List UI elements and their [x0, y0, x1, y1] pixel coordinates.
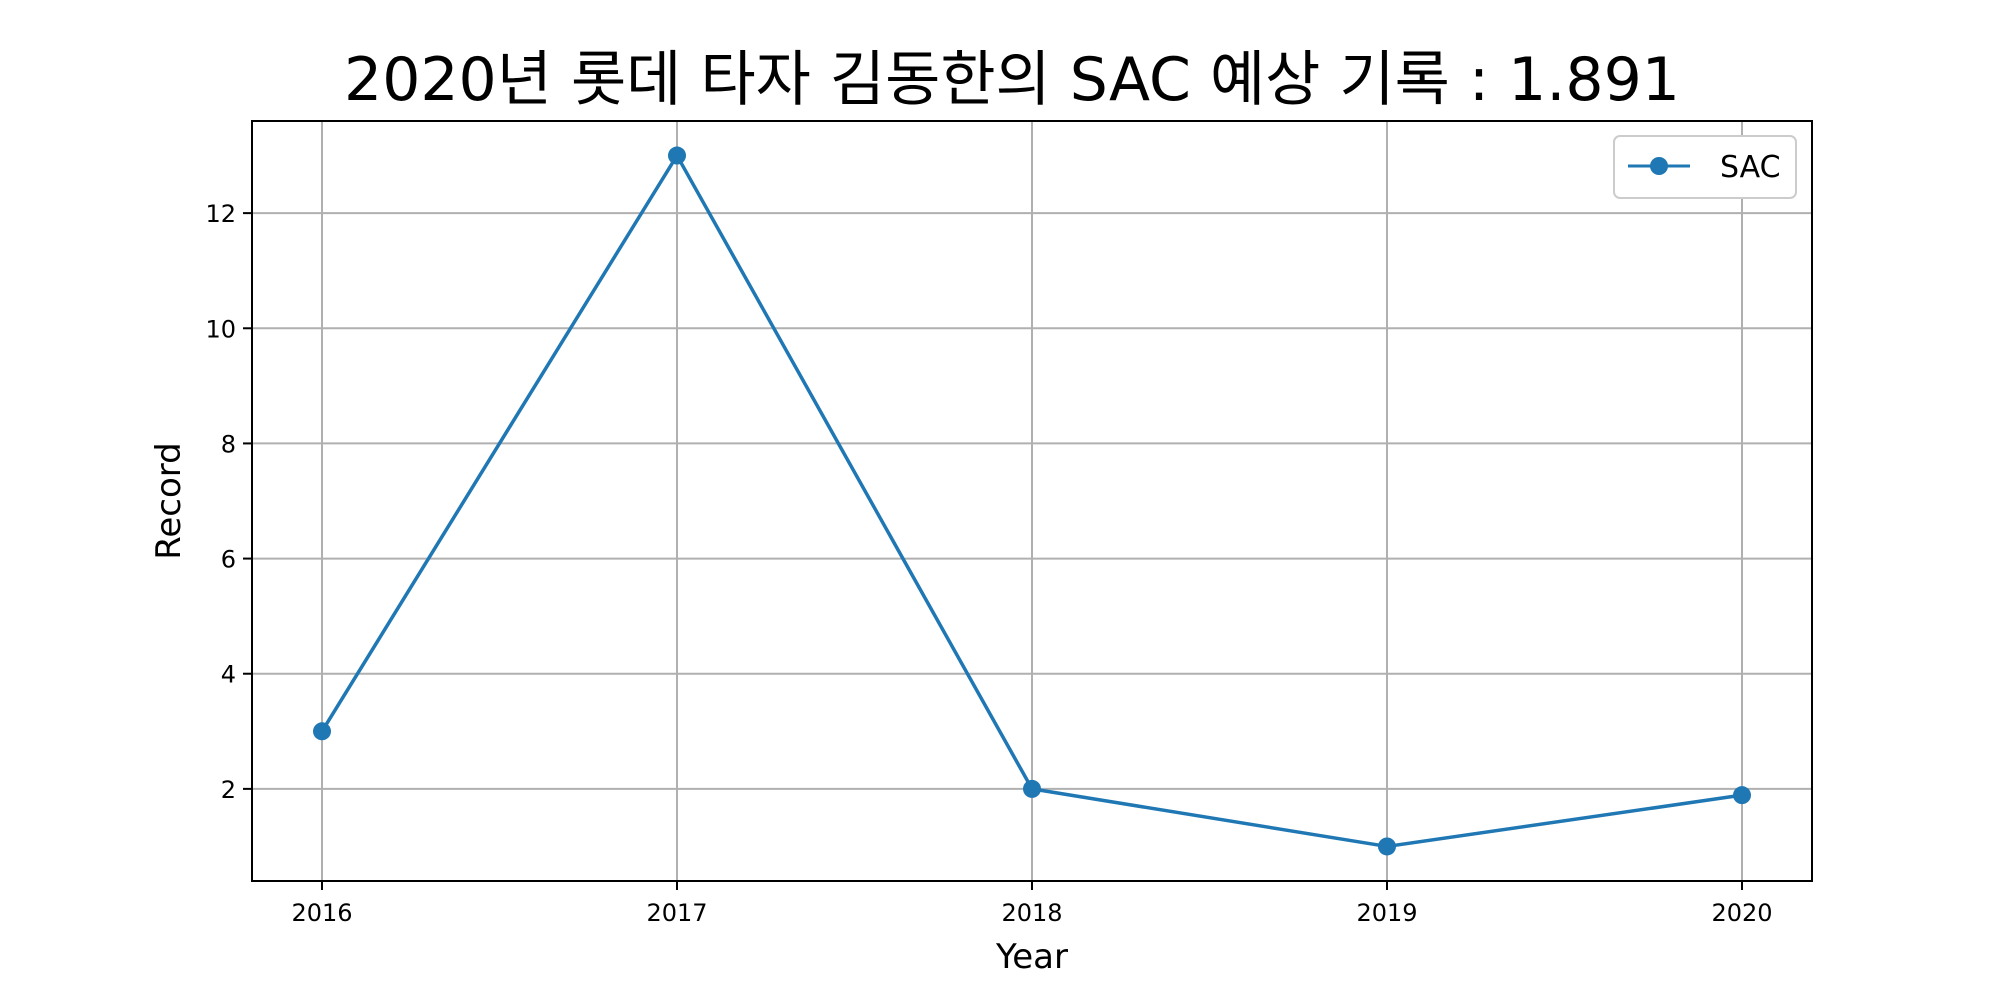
x-tick-label: 2019 — [1356, 899, 1417, 927]
series-layer — [313, 146, 1751, 856]
y-tick-label: 6 — [221, 546, 236, 574]
legend: SAC — [1613, 135, 1797, 199]
y-tick-label: 2 — [221, 776, 236, 804]
legend-box — [1613, 135, 1797, 199]
data-point — [1023, 779, 1041, 798]
y-axis-label: Record — [149, 442, 189, 559]
y-tick-label: 10 — [205, 315, 236, 343]
y-tick-label: 4 — [221, 661, 236, 689]
data-point — [1378, 837, 1396, 856]
y-tick-label: 12 — [205, 200, 236, 228]
x-tick-label: 2016 — [291, 899, 352, 927]
x-tick-label: 2020 — [1711, 899, 1772, 927]
axis-ticks: 2016 2017 2018 2019 2020 2 4 6 8 10 12 — [205, 200, 1772, 927]
data-point — [1733, 786, 1751, 805]
x-axis-label: Year — [995, 937, 1068, 977]
y-tick-label: 8 — [221, 430, 236, 458]
data-point — [313, 722, 331, 741]
x-tick-label: 2017 — [646, 899, 707, 927]
legend-series-label: SAC — [1720, 150, 1781, 185]
grid — [252, 121, 1812, 881]
legend-series-marker — [1650, 157, 1668, 175]
data-point — [668, 146, 686, 165]
x-tick-label: 2018 — [1001, 899, 1062, 927]
chart-title: 2020년 롯데 타자 김동한의 SAC 예상 기록 : 1.891 — [344, 45, 1680, 115]
